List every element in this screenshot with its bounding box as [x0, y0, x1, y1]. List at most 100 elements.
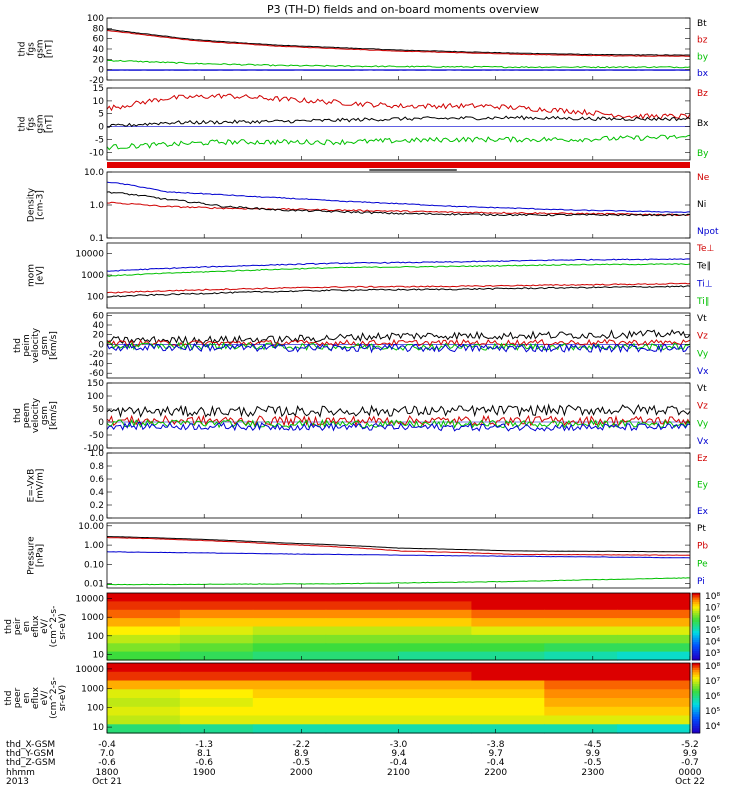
heatmap-cell: [398, 601, 472, 611]
y-tick-label: 100: [87, 14, 104, 24]
heatmap-cell: [179, 626, 254, 636]
y-axis-label: fgs: [27, 42, 37, 56]
heatmap-cell: [471, 618, 545, 628]
y-axis-label: eflux: [31, 686, 41, 709]
y-tick-label: 0.1: [90, 234, 104, 244]
legend-label: Pb: [697, 542, 708, 552]
heatmap-cell: [107, 601, 181, 611]
heatmap-cell: [471, 634, 545, 644]
heatmap-cell: [179, 643, 254, 653]
colorbar-segment: [692, 608, 700, 612]
heatmap-cell: [617, 689, 691, 699]
heatmap-cell: [617, 601, 691, 611]
x-axis-row-label: 2013: [6, 777, 29, 787]
heatmap-cell: [398, 724, 472, 734]
heatmap-cell: [107, 651, 181, 661]
y-tick-label: -5: [95, 135, 104, 145]
legend-label: Te⊥: [696, 244, 715, 254]
heatmap-cell: [471, 643, 545, 653]
heatmap-cell: [179, 609, 254, 619]
panel-4: 10000 1000 100 Te⊥ Te∥ Ti⊥ Ti∥ mom [eV]: [27, 242, 715, 309]
heatmap-cell: [107, 634, 181, 644]
colorbar-segment: [692, 686, 700, 690]
y-tick-label: 0: [98, 123, 104, 133]
x-axis-value: 9.9: [683, 749, 698, 759]
heatmap-cell: [107, 724, 181, 734]
colorbar-segment: [692, 604, 700, 607]
y-tick-label: 0.4: [90, 488, 105, 498]
y-tick-label: 10: [93, 97, 105, 107]
colorbar-segment: [692, 595, 700, 598]
y-axis-label: en: [22, 621, 32, 632]
y-tick-label: 1.0: [90, 449, 105, 459]
colorbar-segment: [692, 628, 700, 632]
x-axis-value: 2200: [484, 768, 507, 778]
heatmap-cell: [617, 643, 691, 653]
y-tick-label: 20: [93, 331, 105, 341]
y-tick-label: 1000: [81, 613, 104, 623]
heatmap-cell: [107, 663, 181, 673]
heatmap-cell: [544, 618, 618, 628]
colorbar-segment: [692, 646, 700, 650]
y-tick-label: 10000: [75, 665, 104, 675]
y-tick-label: 0.8: [90, 462, 105, 472]
colorbar-segment: [692, 593, 700, 596]
y-axis-label: peem: [22, 403, 32, 429]
colorbar-segment: [692, 667, 700, 671]
heatmap-cell: [471, 698, 545, 708]
heatmap-cell: [107, 593, 181, 602]
heatmap-cell: [107, 689, 181, 699]
heatmap-cell: [107, 698, 181, 708]
colorbar-segment: [692, 619, 700, 623]
legend-label: Bz: [697, 89, 708, 99]
heatmap-cell: [179, 698, 254, 708]
y-tick-label: 10000: [75, 595, 104, 605]
y-tick-label: 10000: [75, 249, 104, 259]
series-line-bz: [106, 30, 691, 57]
heatmap-cell: [471, 626, 545, 636]
legend-label: Vz: [697, 402, 708, 412]
heatmap-cell: [107, 680, 181, 690]
series-line-Ti∥: [106, 263, 691, 277]
x-axis-value: 1900: [193, 768, 216, 778]
heatmap-cell: [252, 680, 327, 690]
x-axis-row-label: thd_X-GSM: [6, 740, 55, 750]
colorbar-segment: [692, 648, 700, 652]
heatmap-cell: [107, 643, 181, 653]
heatmap-cell: [252, 601, 327, 611]
heatmap-cell: [617, 618, 691, 628]
series-line-Te⊥: [106, 282, 691, 294]
y-tick-label: 0: [98, 418, 104, 428]
colorbar-tick-label: 10⁶: [705, 692, 720, 702]
heatmap-cell: [398, 626, 472, 636]
heatmap-cell: [398, 643, 472, 653]
heatmap-cell: [471, 651, 545, 661]
heatmap-cell: [544, 601, 618, 611]
panel-8: 10.00 1.00 0.10 0.01 Pt Pb Pe Pi Pressure [nPa]: [27, 522, 709, 590]
heatmap-cell: [325, 724, 400, 734]
heatmap-cell: [471, 609, 545, 619]
heatmap-cell: [325, 609, 400, 619]
y-axis-label: [eV]: [36, 266, 46, 285]
heatmap-cell: [398, 715, 472, 725]
colorbar-segment: [692, 617, 700, 621]
y-tick-label: 100: [87, 704, 104, 714]
y-tick-label: 50: [93, 405, 105, 415]
x-axis-value: 9.4: [391, 749, 406, 759]
y-axis-label: velocity: [31, 327, 41, 363]
colorbar-segment: [692, 644, 700, 648]
series-line-Bz: [106, 93, 691, 120]
colorbar-segment: [692, 655, 700, 659]
heatmap-cell: [617, 651, 691, 661]
heatmap-cell: [471, 715, 545, 725]
y-axis-label: thd: [13, 338, 23, 353]
heatmap-cell: [617, 609, 691, 619]
legend-label: Bx: [697, 119, 709, 129]
series-line-Pt: [106, 536, 691, 553]
heatmap-cell: [325, 643, 400, 653]
heatmap-cell: [179, 689, 254, 699]
colorbar: 10⁸ 10⁷ 10⁶ 10⁵ 10⁴: [691, 662, 720, 734]
x-axis-value: 8.9: [294, 749, 309, 759]
y-axis-label: en: [22, 692, 32, 703]
heatmap-cell: [398, 698, 472, 708]
